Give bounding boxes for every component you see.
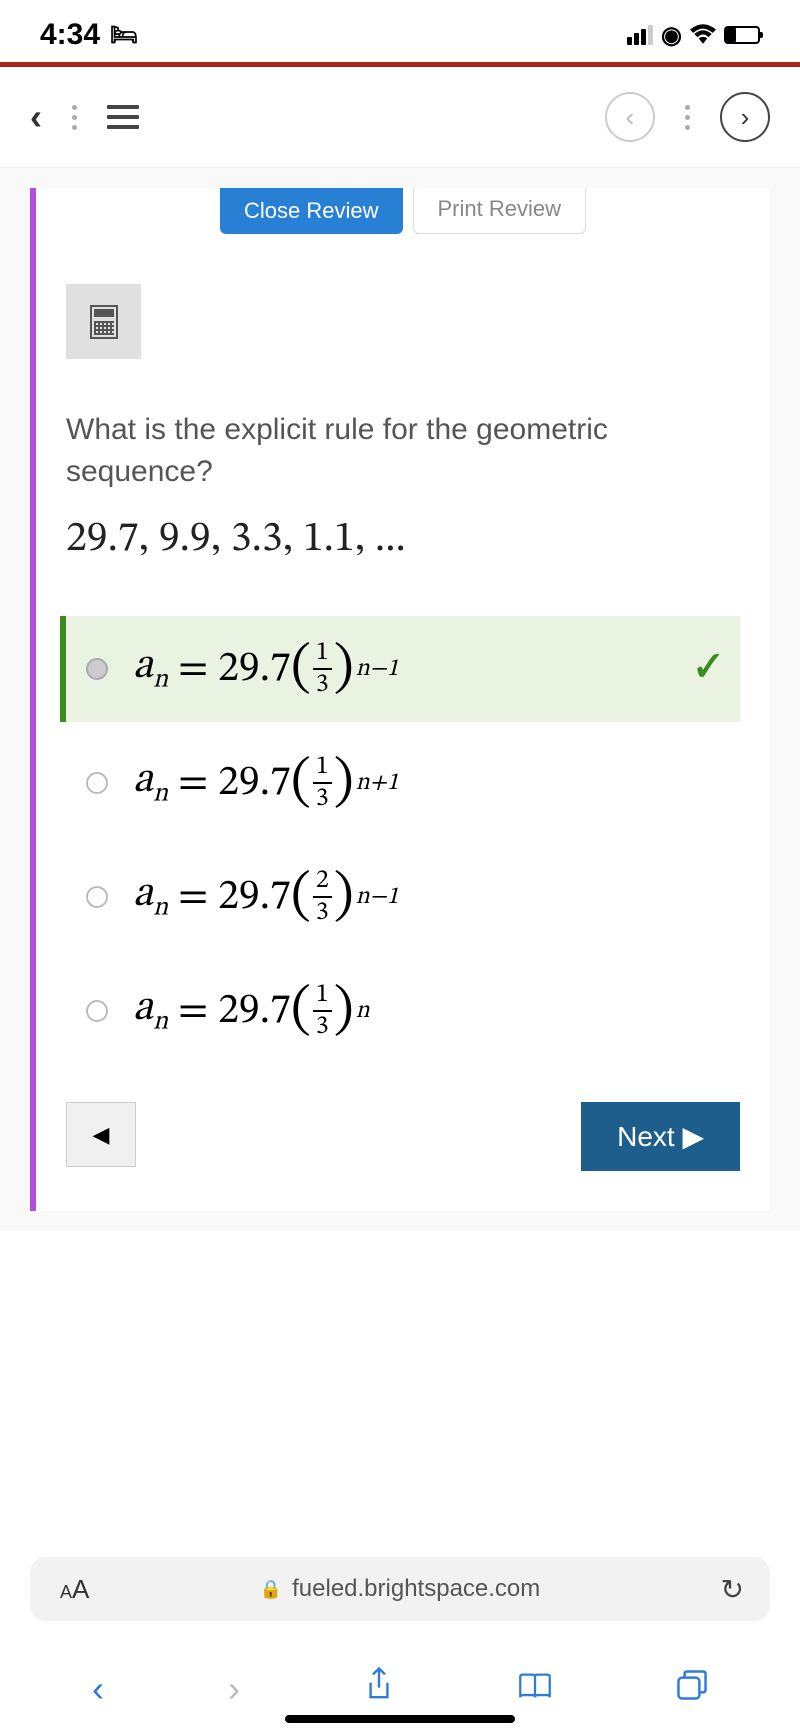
print-review-tab[interactable]: Print Review [413, 188, 586, 234]
status-time: 4:34 [40, 18, 100, 52]
lock-icon: 🔒 [260, 1579, 282, 1600]
answer-list: an = 29.7(13)n−1 ✓ an = 29.7(13)n+1 an =… [36, 616, 770, 1064]
browser-back-icon[interactable]: ‹ [92, 1668, 104, 1710]
prev-circle-button[interactable]: ‹ [605, 92, 655, 142]
radio-icon [86, 772, 108, 794]
text-size-button[interactable]: AA [60, 1574, 89, 1605]
question-prompt: What is the explicit rule for the geomet… [36, 389, 770, 503]
answer-option[interactable]: an = 29.7(13)n−1 ✓ [60, 616, 740, 722]
next-circle-button[interactable]: › [720, 92, 770, 142]
reload-icon[interactable]: ↻ [721, 1573, 744, 1606]
close-review-tab[interactable]: Close Review [220, 188, 403, 234]
answer-option[interactable]: an = 29.7(23)n−1 [66, 844, 740, 950]
home-indicator[interactable] [285, 1715, 515, 1723]
top-nav: ‹ ‹ › [0, 67, 800, 168]
answer-option[interactable]: an = 29.7(13)n+1 [66, 730, 740, 836]
calculator-button[interactable] [66, 284, 141, 359]
more-icon[interactable] [72, 105, 77, 130]
radio-icon [86, 1000, 108, 1022]
radio-icon [86, 886, 108, 908]
wifi-icon: ◉ [661, 21, 682, 50]
status-bar: 4:34 🛏 ◉ [0, 0, 800, 62]
radio-icon [86, 658, 108, 680]
more-icon-2[interactable] [685, 105, 690, 130]
signal-icon [627, 25, 653, 45]
check-icon: ✓ [697, 650, 720, 688]
url-text: fueled.brightspace.com [292, 1575, 540, 1603]
browser-forward-icon[interactable]: › [228, 1668, 240, 1710]
browser-toolbar: ‹ › [0, 1666, 800, 1711]
wifi-icon [690, 18, 716, 52]
answer-option[interactable]: an = 29.7(13)n [66, 958, 740, 1064]
next-button[interactable]: Next ▶ [581, 1102, 740, 1171]
prev-button[interactable]: ◀ [66, 1102, 136, 1167]
url-bar[interactable]: AA 🔒 fueled.brightspace.com ↻ [30, 1557, 770, 1621]
tabs-icon[interactable] [676, 1668, 708, 1710]
bookmarks-icon[interactable] [518, 1668, 552, 1710]
question-card: Close Review Print Review What is the ex… [30, 188, 770, 1211]
question-sequence: 29.7, 9.9, 3.3, 1.1, ... [36, 503, 770, 616]
back-button[interactable]: ‹ [30, 96, 42, 138]
alarm-icon: 🛏 [110, 22, 138, 48]
menu-icon[interactable] [107, 105, 139, 129]
share-icon[interactable] [364, 1666, 394, 1711]
battery-icon [724, 26, 760, 44]
calculator-icon [90, 305, 118, 339]
